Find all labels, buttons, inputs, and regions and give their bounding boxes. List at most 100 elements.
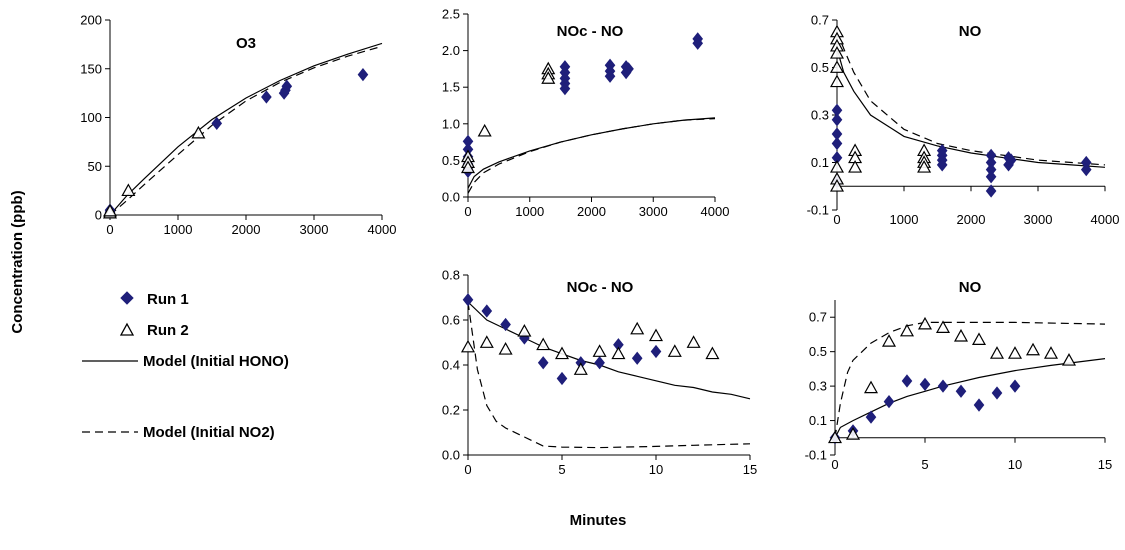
run2-point: [827, 430, 843, 444]
run2-point: [971, 332, 987, 346]
x-tick-label: 0: [833, 212, 840, 227]
run2-point: [863, 380, 879, 394]
x-tick-label: 0: [831, 457, 838, 472]
run1-point: [481, 304, 493, 318]
run2-point: [592, 344, 607, 357]
run2-point: [1043, 346, 1059, 359]
run2-point: [829, 74, 845, 88]
model-no2-line: [836, 31, 1106, 166]
x-tick-label: 4000: [1091, 212, 1120, 227]
y-tick-label: -0.1: [807, 203, 829, 218]
run2-point: [667, 344, 682, 357]
model-hono-line: [109, 42, 383, 216]
y-tick-label: 0.5: [442, 153, 460, 168]
run1-point: [604, 69, 616, 83]
run2-point: [829, 60, 845, 73]
y-tick-label: 0.1: [809, 413, 827, 428]
run2-point: [845, 427, 861, 440]
run1-point: [985, 184, 997, 198]
run2-point: [460, 160, 476, 174]
y-tick-label: 1.0: [442, 116, 460, 131]
model-no2-line: [109, 45, 383, 216]
chart-panel-p2: 0.0 0.5 1.0 1.5 2.0 2.5 0 1000 2000 3000 4000 NOc -…: [442, 7, 730, 220]
panel-title: NO: [959, 279, 982, 296]
chart-panel-p5: -0.1 0.1 0.3 0.5 0.7 0 5 10 15 NO: [805, 279, 1113, 472]
run2-point: [935, 320, 951, 333]
figure-xlabel: Minutes: [570, 512, 627, 529]
run2-point: [1061, 353, 1077, 366]
x-tick-label: 1000: [890, 212, 919, 227]
x-tick-label: 3000: [1024, 212, 1053, 227]
y-tick-label: 0.2: [442, 403, 460, 418]
x-tick-label: 2000: [232, 222, 261, 237]
y-tick-label: 0.4: [442, 358, 460, 373]
x-tick-label: 5: [558, 462, 565, 477]
run2-point: [899, 323, 915, 337]
run1-point: [1080, 162, 1092, 177]
run1-point: [357, 67, 369, 82]
run2-point: [705, 346, 720, 360]
legend-item-model-no2: Model (Initial NO2): [82, 424, 275, 441]
run1-point: [462, 293, 474, 307]
y-tick-label: 1.5: [442, 80, 460, 95]
run1-point: [955, 384, 967, 398]
y-tick-label: 0.8: [442, 268, 460, 283]
run1-point: [261, 90, 272, 104]
y-tick-label: 0.0: [442, 448, 460, 463]
run1-point: [631, 351, 643, 365]
figure-ylabel: Concentration (ppb): [9, 190, 26, 333]
legend-item-run1: Run 1: [120, 291, 189, 308]
run1-point: [281, 79, 293, 93]
run2-point: [917, 316, 933, 330]
legend-marker-run2: [119, 322, 135, 336]
run2-point: [460, 339, 476, 353]
model-no2-line: [467, 118, 716, 194]
run1-point: [936, 158, 948, 172]
run1-point: [692, 36, 704, 50]
run2-point: [102, 203, 118, 217]
run2-point: [477, 123, 492, 137]
y-tick-label: 200: [80, 13, 102, 28]
run1-point: [973, 398, 985, 412]
run1-point: [991, 386, 1003, 400]
run2-point: [881, 334, 897, 347]
y-tick-label: 0.1: [811, 155, 829, 170]
run2-point: [191, 125, 206, 139]
x-tick-label: 1000: [164, 222, 193, 237]
x-tick-label: 0: [106, 222, 113, 237]
run1-point: [594, 356, 605, 370]
model-no2-line: [834, 321, 1106, 438]
y-tick-label: 0: [95, 208, 102, 223]
y-tick-label: 2.0: [442, 43, 460, 58]
run2-point: [611, 346, 626, 360]
run1-point: [831, 113, 843, 127]
y-tick-label: 0.0: [442, 190, 460, 205]
x-tick-label: 4000: [701, 204, 730, 219]
legend-label-model-hono: Model (Initial HONO): [143, 353, 289, 370]
x-tick-label: 2000: [957, 212, 986, 227]
run1-point: [985, 170, 997, 184]
model-hono-line: [834, 358, 1106, 439]
y-tick-label: -0.1: [805, 448, 827, 463]
chart-panel-p4: 0.0 0.2 0.4 0.6 0.8 0 5 10 15 NOc - NO: [442, 268, 757, 478]
y-tick-label: 50: [88, 159, 102, 174]
panel-title: NOc - NO: [557, 23, 624, 40]
x-tick-label: 0: [464, 462, 471, 477]
run2-point: [953, 328, 969, 342]
run1-point: [537, 356, 549, 370]
run2-point: [121, 183, 136, 197]
run2-point: [648, 328, 664, 342]
run2-point: [1007, 346, 1023, 359]
y-tick-label: 0.6: [442, 313, 460, 328]
y-tick-label: 0.3: [811, 108, 829, 123]
model-hono-line: [836, 48, 1106, 168]
y-tick-label: 0.7: [809, 310, 827, 325]
run1-point: [831, 136, 843, 151]
run1-point: [883, 394, 895, 409]
model-hono-line: [467, 301, 751, 400]
x-tick-label: 10: [649, 462, 663, 477]
x-tick-label: 0: [464, 204, 471, 219]
run1-point: [559, 82, 571, 96]
